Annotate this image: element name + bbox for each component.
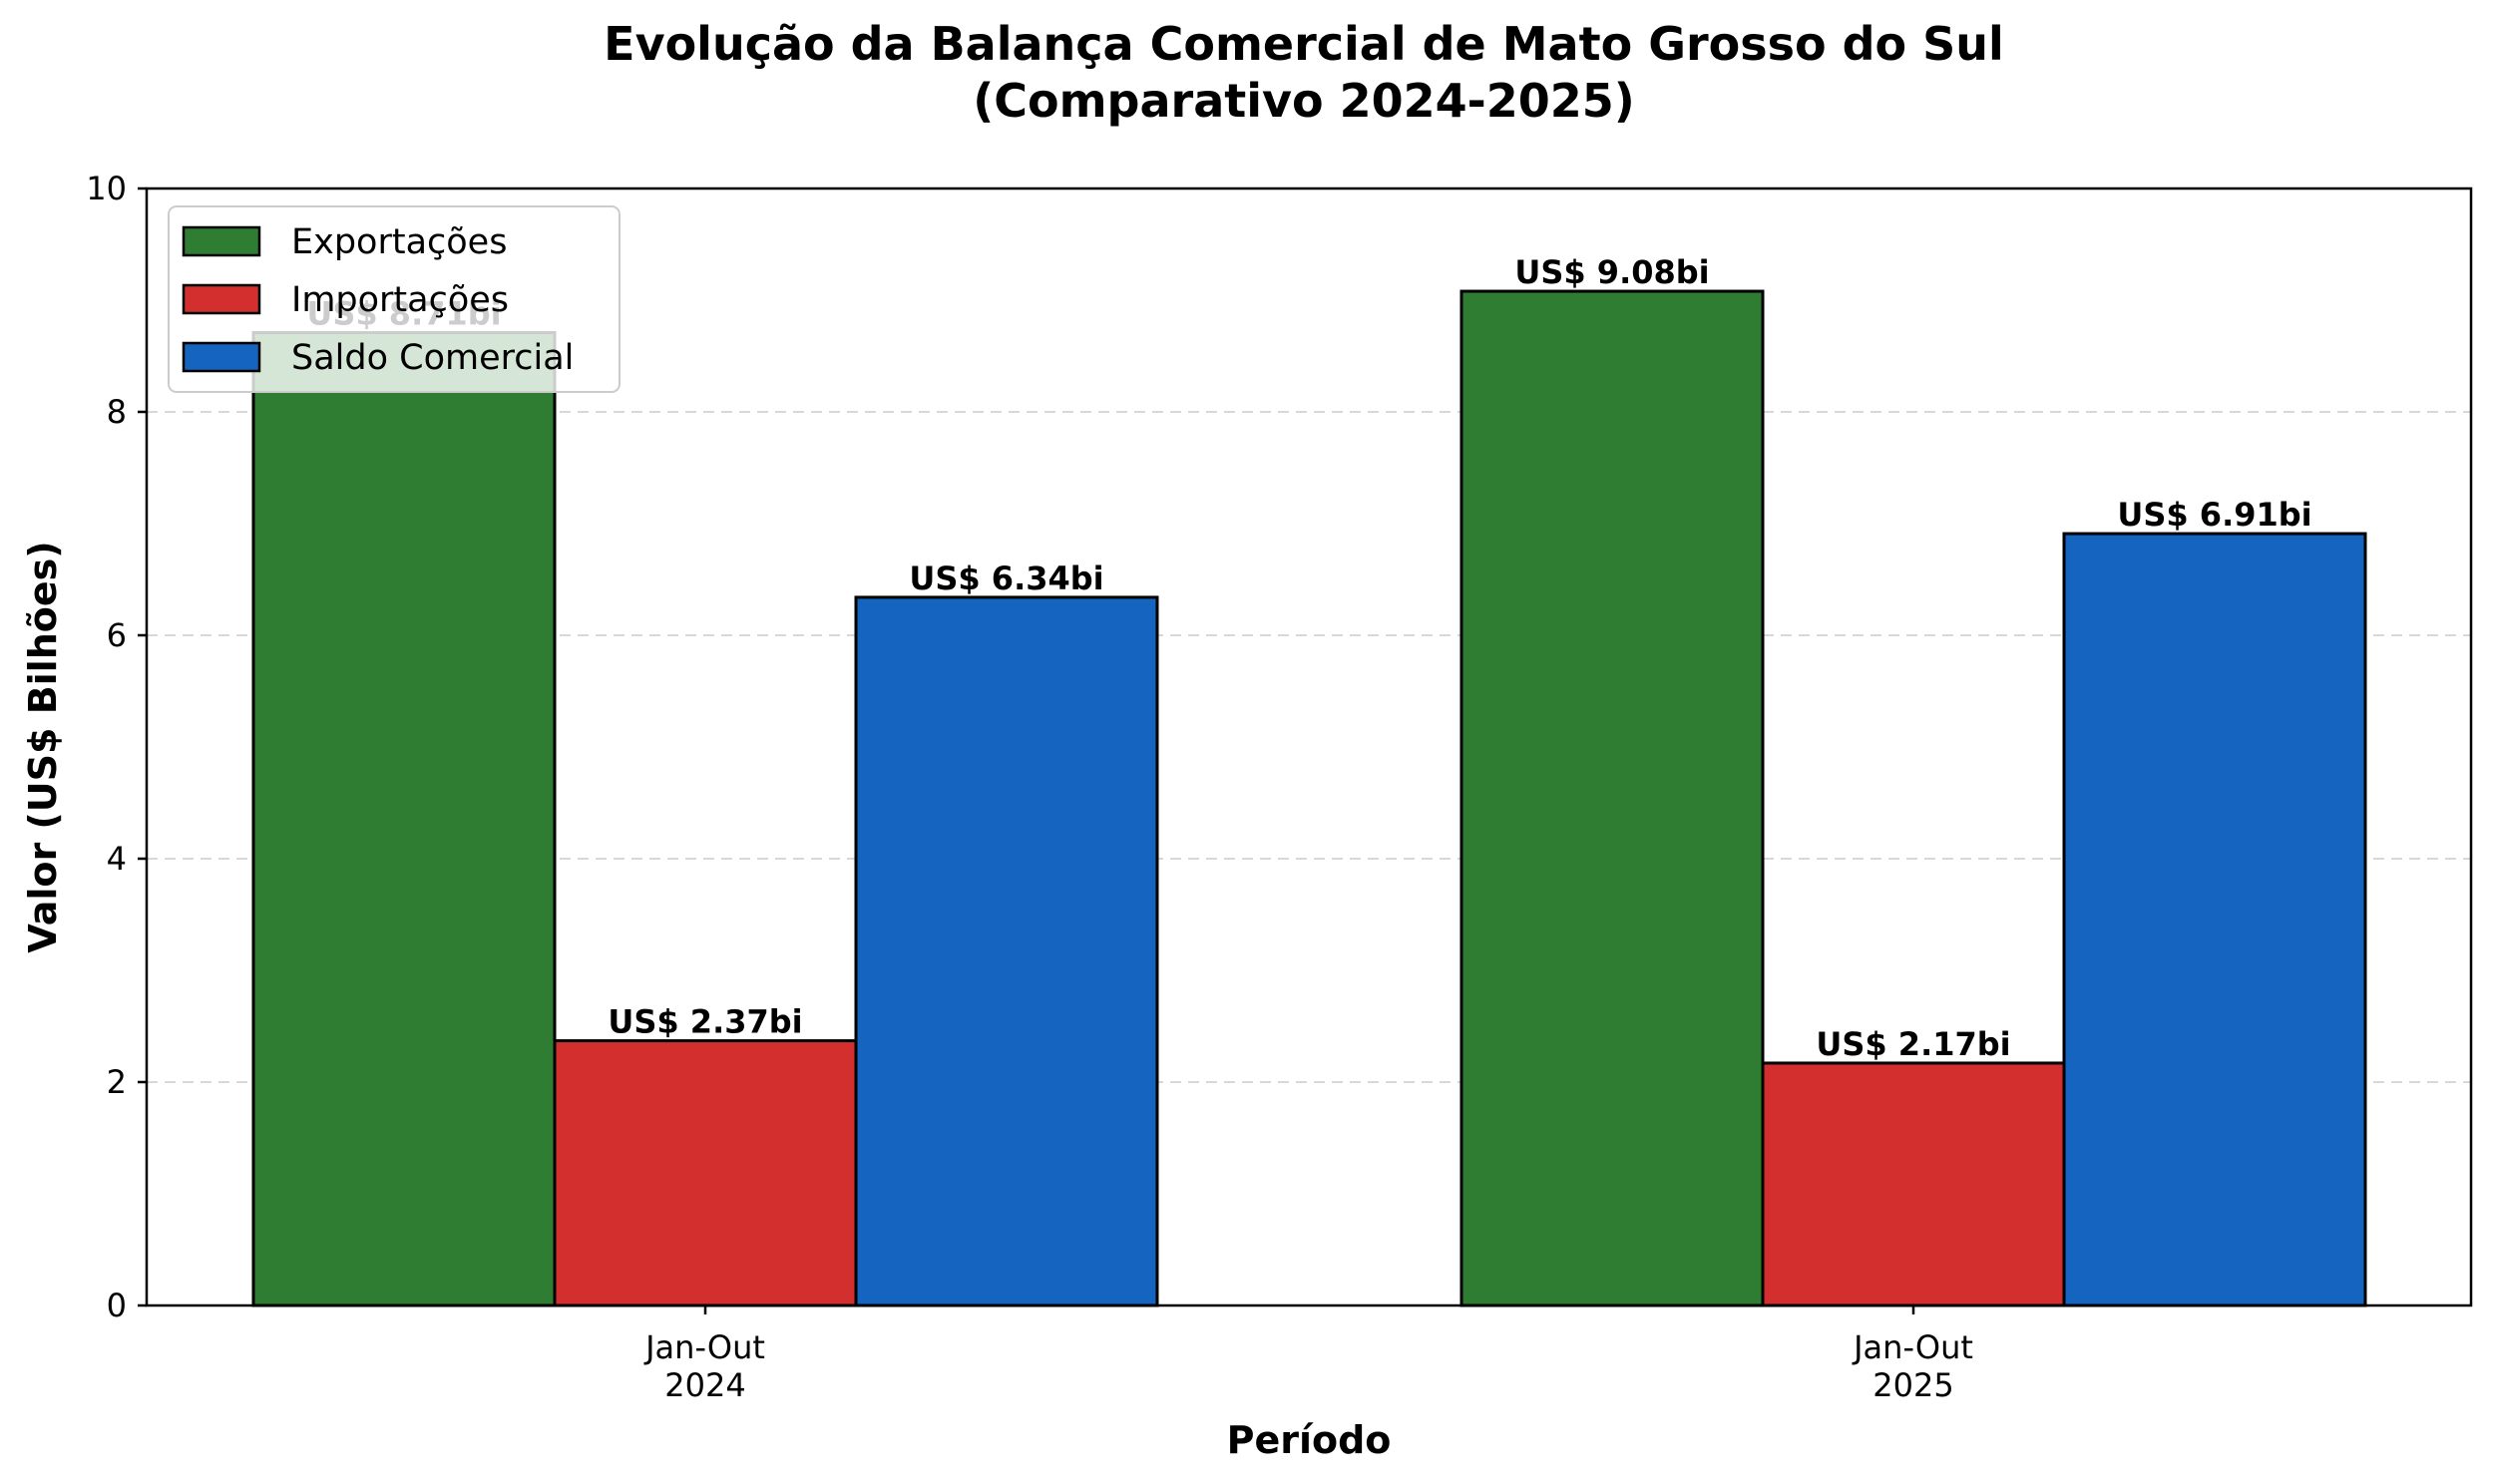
bar-exporta-es-0 bbox=[251, 330, 557, 1307]
data-label: US$ 2.17bi bbox=[1816, 1025, 2010, 1063]
x-tick-label: Jan-Out bbox=[643, 1328, 765, 1366]
y-tick-label: 4 bbox=[107, 840, 127, 878]
chart-title: Evolução da Balança Comercial de Mato Gr… bbox=[604, 17, 2004, 71]
bar-saldo-comercial-0 bbox=[854, 595, 1159, 1307]
legend-swatch bbox=[182, 225, 261, 257]
legend-swatch bbox=[182, 283, 261, 315]
x-axis-label: Período bbox=[1227, 1418, 1392, 1462]
x-tick-label: Jan-Out bbox=[1852, 1328, 1973, 1366]
data-label: US$ 9.08bi bbox=[1514, 253, 1709, 291]
bar-importa-es-0 bbox=[553, 1039, 858, 1307]
x-tick-label: 2024 bbox=[664, 1366, 745, 1404]
y-axis-label: Valor (US$ Bilhões) bbox=[21, 541, 65, 952]
x-tick-label: 2025 bbox=[1872, 1366, 1953, 1404]
bar-importa-es-1 bbox=[1761, 1061, 2066, 1307]
legend-label: Exportações bbox=[291, 222, 507, 262]
legend: Exportações Importações Saldo Comercial bbox=[168, 205, 621, 393]
bar-exporta-es-1 bbox=[1459, 289, 1765, 1307]
legend-box bbox=[168, 205, 621, 393]
data-label: US$ 2.37bi bbox=[608, 1003, 802, 1041]
y-tick-label: 10 bbox=[86, 170, 127, 207]
chart-subtitle: (Comparativo 2024-2025) bbox=[973, 74, 1635, 128]
y-tick-label: 6 bbox=[107, 616, 127, 654]
y-tick-label: 0 bbox=[107, 1287, 127, 1324]
y-tick-label: 8 bbox=[107, 393, 127, 431]
data-label: US$ 6.34bi bbox=[909, 559, 1103, 597]
y-tick-label: 2 bbox=[107, 1063, 127, 1101]
bars bbox=[251, 289, 2367, 1307]
legend-label: Importações bbox=[291, 280, 509, 320]
data-label: US$ 6.91bi bbox=[2117, 496, 2311, 534]
legend-swatch bbox=[182, 341, 261, 373]
y-axis-ticks: 0 2 4 6 8 10 bbox=[86, 170, 147, 1324]
legend-label: Saldo Comercial bbox=[291, 338, 574, 378]
plot-frame bbox=[145, 186, 2473, 1307]
bar-saldo-comercial-1 bbox=[2062, 532, 2367, 1307]
